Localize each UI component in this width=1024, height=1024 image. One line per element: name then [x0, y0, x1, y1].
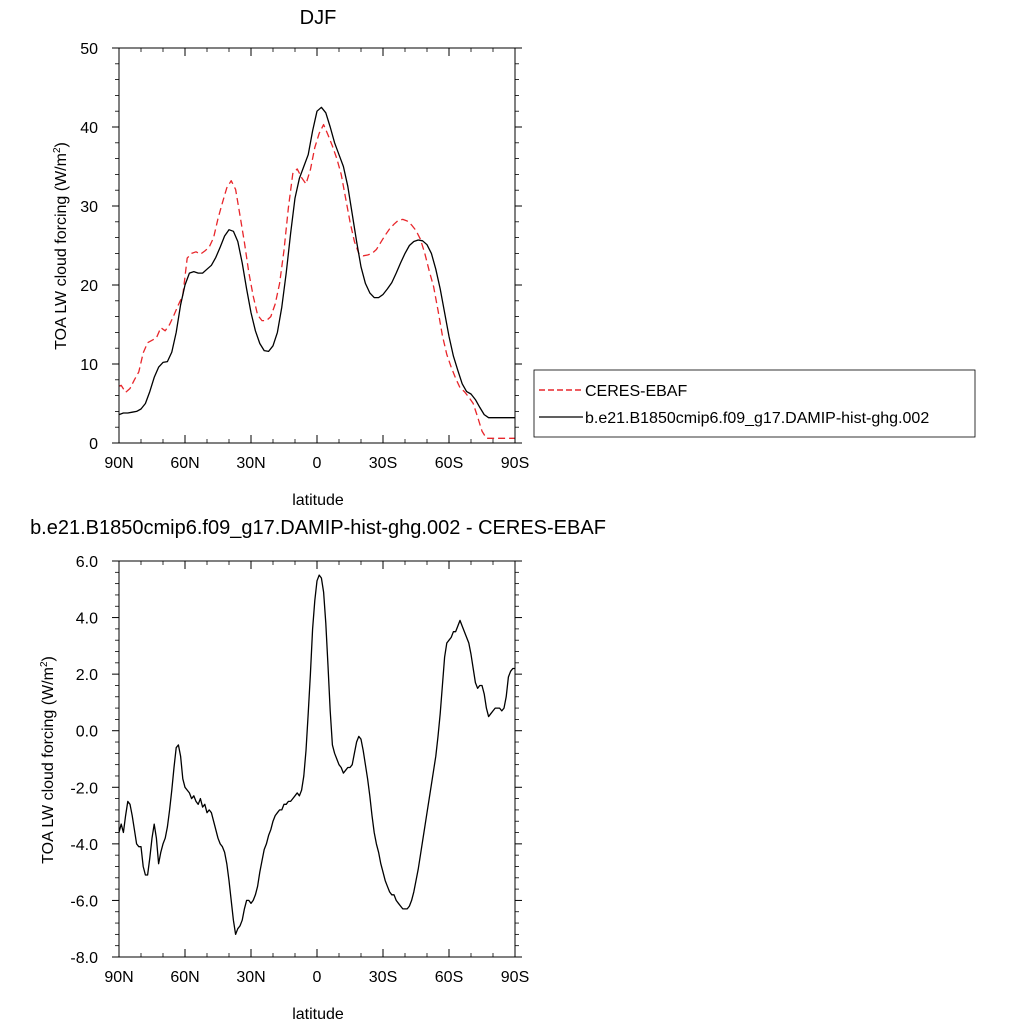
- top-x-tick-label: 90S: [501, 455, 529, 472]
- top-y-axis-label: TOA LW cloud forcing (W/m2): [52, 142, 70, 350]
- top-y-tick-label: 20: [80, 278, 98, 295]
- top-x-tick-label: 60N: [170, 455, 199, 472]
- top-series-line-0: [118, 123, 515, 439]
- bottom-y-tick-label: 2.0: [76, 667, 98, 684]
- legend-label-ceres: CERES-EBAF: [585, 383, 687, 400]
- top-series-line-1: [118, 106, 515, 419]
- legend: CERES-EBAF b.e21.B1850cmip6.f09_g17.DAMI…: [533, 369, 976, 438]
- bottom-x-tick-label: 60N: [170, 969, 199, 986]
- bottom-y-axis-label-close: ): [40, 656, 57, 661]
- bottom-chart-marks: [118, 574, 515, 936]
- top-x-tick-label: 30N: [236, 455, 265, 472]
- bottom-y-tick-label: 6.0: [76, 554, 98, 571]
- top-y-axis-label-sup: 2: [52, 147, 63, 153]
- top-x-tick-label: 30S: [369, 455, 397, 472]
- top-x-tick-label: 90N: [104, 455, 133, 472]
- bottom-chart-title: b.e21.B1850cmip6.f09_g17.DAMIP-hist-ghg.…: [30, 517, 606, 539]
- top-x-tick-label: 60S: [435, 455, 463, 472]
- top-x-tick-label: 0: [313, 455, 322, 472]
- top-y-tick-label: 50: [80, 41, 98, 58]
- top-chart-marks: [118, 106, 515, 439]
- top-chart-title: DJF: [300, 7, 337, 29]
- top-y-axis-label-main: TOA LW cloud forcing (W/m: [53, 153, 70, 350]
- bottom-y-tick-label: -2.0: [70, 780, 98, 797]
- top-chart-axes: 90N 60N 30N 0 30S 60S 90S 0 10 20 30 40 50: [80, 41, 529, 472]
- bottom-y-tick-label: -4.0: [70, 837, 98, 854]
- top-y-tick-label: 30: [80, 199, 98, 216]
- bottom-y-tick-label: -6.0: [70, 893, 98, 910]
- top-y-tick-label: 0: [89, 436, 98, 453]
- bottom-y-tick-label: -8.0: [70, 950, 98, 967]
- bottom-y-tick-label: 0.0: [76, 724, 98, 741]
- bottom-x-axis-label: latitude: [292, 1006, 344, 1023]
- bottom-x-tick-label: 30S: [369, 969, 397, 986]
- top-x-axis-label: latitude: [292, 492, 344, 509]
- top-panel: DJF 90N 60N 30N 0 30S 60S 90S 0 10 20 30 40 50 latit…: [52, 7, 976, 509]
- bottom-y-axis-label-sup: 2: [39, 661, 50, 667]
- bottom-panel: b.e21.B1850cmip6.f09_g17.DAMIP-hist-ghg.…: [30, 517, 606, 1023]
- legend-box: [533, 369, 976, 438]
- bottom-x-tick-label: 90N: [104, 969, 133, 986]
- top-plot-frame: [118, 47, 516, 444]
- bottom-y-tick-label: 4.0: [76, 611, 98, 628]
- bottom-plot-frame: [118, 560, 516, 958]
- top-y-axis-label-close: ): [53, 142, 70, 147]
- bottom-x-tick-label: 30N: [236, 969, 265, 986]
- top-y-tick-label: 40: [80, 120, 98, 137]
- legend-label-model: b.e21.B1850cmip6.f09_g17.DAMIP-hist-ghg.…: [585, 410, 929, 427]
- top-y-tick-label: 10: [80, 357, 98, 374]
- bottom-x-tick-label: 0: [313, 969, 322, 986]
- bottom-x-tick-label: 90S: [501, 969, 529, 986]
- bottom-series-line-0: [118, 574, 515, 936]
- bottom-x-tick-label: 60S: [435, 969, 463, 986]
- bottom-y-axis-label: TOA LW cloud forcing (W/m2): [39, 656, 57, 864]
- bottom-chart-axes: 90N 60N 30N 0 30S 60S 90S -8.0 -6.0 -4.0 -2.0 0.0 2.…: [70, 554, 529, 986]
- bottom-y-axis-label-main: TOA LW cloud forcing (W/m: [40, 667, 57, 864]
